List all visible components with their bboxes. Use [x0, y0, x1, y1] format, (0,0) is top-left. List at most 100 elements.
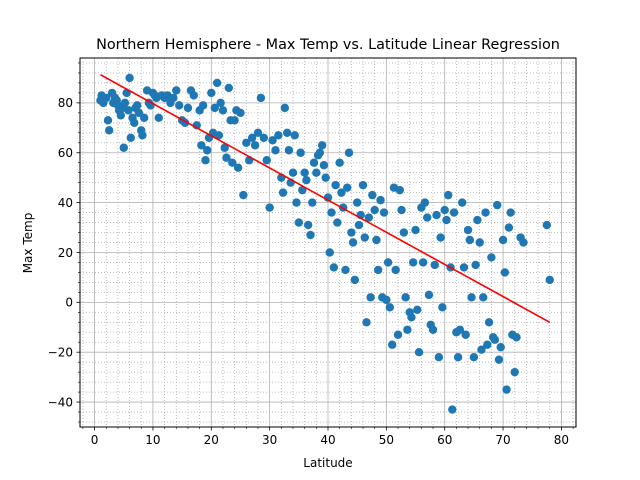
data-point	[500, 268, 510, 277]
data-point	[212, 78, 222, 88]
y-axis-label: Max Temp	[21, 213, 35, 274]
data-point	[344, 148, 354, 157]
y-tick-label: 80	[58, 96, 73, 110]
data-point	[519, 238, 528, 247]
data-point	[222, 153, 231, 162]
data-point	[401, 293, 410, 302]
data-point	[373, 265, 383, 275]
data-point	[302, 175, 311, 185]
data-point	[382, 295, 391, 305]
x-tick-label: 60	[437, 433, 452, 447]
data-point	[278, 188, 288, 197]
data-point	[465, 235, 474, 245]
data-point	[453, 352, 463, 362]
data-point	[300, 168, 309, 177]
data-point	[372, 235, 381, 245]
data-point	[436, 233, 445, 242]
data-point	[256, 93, 266, 103]
data-point	[183, 103, 193, 113]
data-point	[268, 136, 277, 145]
data-point	[504, 223, 514, 232]
data-point	[364, 213, 374, 222]
data-point	[230, 116, 239, 125]
data-points	[96, 73, 554, 414]
data-point	[484, 318, 494, 327]
y-axis-ticks: −40 −20 0 20 40 60 80	[48, 96, 80, 409]
data-point	[224, 83, 233, 93]
data-point	[444, 190, 453, 200]
data-point	[432, 210, 441, 220]
data-point	[119, 143, 128, 152]
y-tick-label: −40	[48, 395, 73, 409]
data-point	[116, 111, 126, 120]
data-point	[418, 258, 428, 267]
data-point	[352, 198, 362, 207]
data-point	[440, 205, 449, 215]
x-tick-label: 30	[262, 433, 277, 447]
data-point	[298, 185, 307, 195]
data-point	[138, 131, 147, 140]
data-point	[319, 161, 329, 170]
data-point	[284, 146, 294, 155]
y-tick-label: 60	[58, 146, 73, 160]
data-point	[292, 198, 301, 207]
data-point	[348, 238, 358, 247]
data-point	[335, 158, 344, 167]
data-point	[542, 220, 552, 230]
data-point	[496, 343, 505, 352]
data-point	[216, 98, 225, 108]
data-point	[220, 143, 229, 152]
data-point	[414, 348, 424, 357]
data-point	[303, 220, 313, 230]
data-point	[391, 265, 400, 275]
data-point	[483, 340, 492, 349]
data-point	[253, 128, 263, 137]
data-point	[455, 325, 465, 334]
data-point	[428, 325, 438, 334]
data-point	[449, 208, 459, 217]
data-point	[259, 133, 269, 142]
x-tick-label: 80	[554, 433, 569, 447]
regression-line-group	[100, 74, 551, 323]
data-point	[175, 101, 184, 110]
data-point	[139, 113, 149, 123]
data-point	[498, 235, 508, 245]
data-point	[124, 106, 133, 115]
data-point	[197, 141, 206, 150]
data-point	[408, 258, 418, 267]
data-point	[132, 101, 142, 110]
data-point	[448, 405, 457, 414]
data-point	[385, 303, 395, 312]
data-point	[274, 131, 283, 140]
data-point	[271, 146, 280, 155]
data-point	[218, 106, 228, 115]
data-point	[512, 333, 521, 342]
data-point	[403, 325, 412, 334]
data-point	[312, 168, 321, 177]
data-point	[198, 101, 208, 110]
data-point	[247, 133, 257, 142]
data-point	[494, 355, 504, 364]
data-point	[343, 183, 352, 192]
data-point	[407, 313, 416, 322]
data-point	[397, 205, 406, 215]
x-tick-label: 0	[91, 433, 99, 447]
data-point	[233, 163, 243, 172]
data-point	[134, 108, 144, 118]
data-point	[458, 198, 467, 207]
data-point	[169, 93, 178, 103]
data-point	[154, 113, 163, 123]
data-point	[325, 248, 334, 257]
data-point	[296, 148, 305, 157]
regression-line	[100, 74, 551, 323]
data-point	[341, 265, 350, 275]
data-point	[210, 103, 219, 113]
x-axis-label: Latitude	[303, 456, 352, 470]
data-point	[126, 133, 135, 142]
data-point	[493, 200, 502, 210]
data-point	[265, 203, 274, 212]
data-point	[337, 188, 346, 197]
data-point	[379, 208, 389, 217]
